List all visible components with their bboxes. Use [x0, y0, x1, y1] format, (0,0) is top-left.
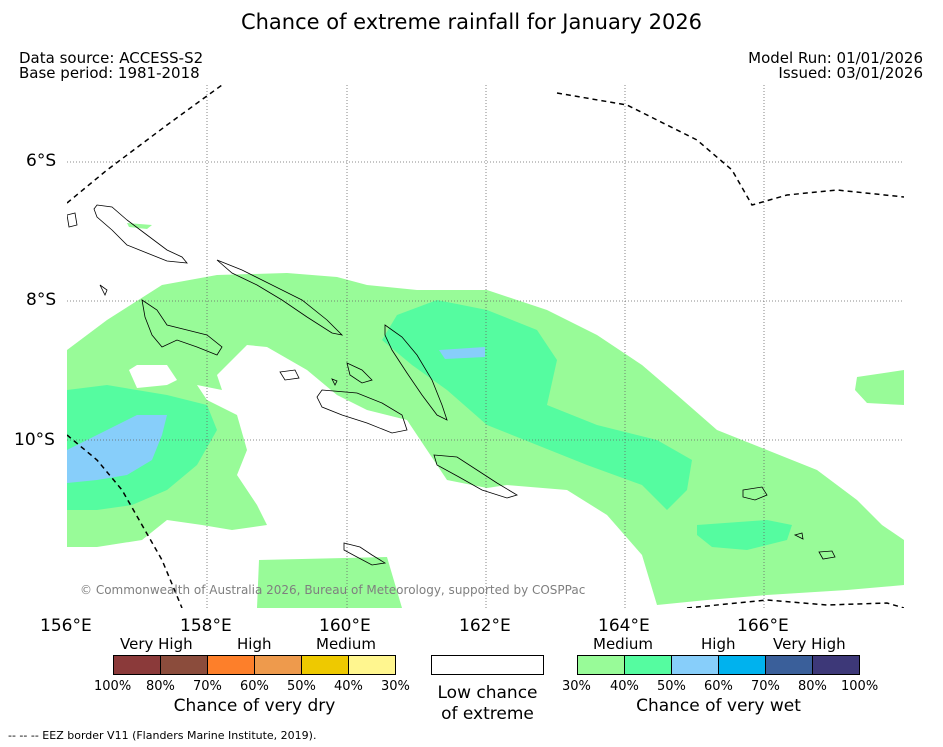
low-chance-swatch	[431, 655, 544, 675]
low-chance-title-line1: Low chance	[437, 683, 538, 703]
dry-level-medium: Medium	[316, 635, 376, 653]
eez-border-footnote: -- -- -- EEZ border V11 (Flanders Marine…	[8, 729, 317, 742]
lat-label-6s: 6°S	[26, 151, 57, 171]
lon-label-158e: 158°E	[180, 616, 232, 636]
medium-wet-main-band	[67, 273, 904, 605]
dry-tick-70: 70%	[193, 679, 222, 694]
eez-border-se	[686, 599, 904, 608]
issued-label: Issued: 03/01/2026	[778, 64, 923, 82]
low-chance-holes	[129, 365, 177, 388]
dry-tick-30: 30%	[381, 679, 410, 694]
island-small-5	[793, 532, 804, 540]
dry-tick-80: 80%	[146, 679, 175, 694]
wet-tick-80: 80%	[798, 679, 827, 694]
wet-legend-title: Chance of very wet	[636, 696, 801, 716]
high-wet-central	[439, 347, 485, 359]
dry-level-high: High	[237, 635, 272, 653]
wet-level-medium: Medium	[593, 635, 653, 653]
low-chance-hole-1	[129, 365, 177, 388]
dry-legend-title: Chance of very dry	[173, 696, 336, 716]
copyright-text: © Commonwealth of Australia 2026, Bureau…	[80, 583, 585, 597]
base-period-label: Base period: 1981-2018	[19, 64, 200, 82]
wet-tick-40: 40%	[610, 679, 639, 694]
wet-level-high: High	[701, 635, 736, 653]
island-small-6	[67, 212, 78, 228]
island-small-3	[346, 362, 373, 384]
wet-swatch-70-80	[765, 655, 813, 675]
wet-swatch-60-70	[718, 655, 766, 675]
wet-tick-60: 60%	[704, 679, 733, 694]
rainfall-map: © Commonwealth of Australia 2026, Bureau…	[67, 85, 904, 608]
island-small-1	[279, 369, 300, 381]
map-canvas: © Commonwealth of Australia 2026, Bureau…	[67, 85, 904, 608]
data-source-label: Data source: ACCESS-S2	[19, 49, 204, 67]
lat-label-10s: 10°S	[14, 430, 55, 450]
wet-tick-100: 100%	[841, 679, 879, 694]
lon-label-162e: 162°E	[459, 616, 511, 636]
island-small-4	[99, 284, 108, 296]
dry-swatch-60-70	[207, 655, 255, 675]
island-malaita	[384, 324, 448, 421]
island-guadalcanal	[316, 389, 408, 434]
wet-swatch-80-100	[812, 655, 860, 675]
island-new-georgia	[141, 299, 223, 356]
wet-tick-70: 70%	[751, 679, 780, 694]
lon-label-164e: 164°E	[598, 616, 650, 636]
eez-border-nw	[67, 85, 223, 204]
eez-border-ne	[556, 92, 904, 206]
wet-40-50-southeast	[697, 520, 792, 550]
lat-label-8s: 8°S	[26, 290, 57, 310]
high-wet-west	[67, 415, 167, 483]
island-small-2	[331, 378, 338, 386]
model-run-label: Model Run: 01/01/2026	[748, 49, 923, 67]
island-santa-cruz-2	[818, 550, 836, 560]
dry-swatch-70-80	[160, 655, 208, 675]
wet-swatch-30-40	[577, 655, 625, 675]
wet-tick-30: 30%	[562, 679, 591, 694]
wet-tick-50: 50%	[657, 679, 686, 694]
lon-label-160e: 160°E	[319, 616, 371, 636]
dry-tick-100: 100%	[94, 679, 132, 694]
island-makira	[433, 454, 518, 499]
island-santa-isabel	[216, 259, 344, 336]
dry-swatch-80-100	[113, 655, 161, 675]
dry-tick-40: 40%	[334, 679, 363, 694]
island-santa-cruz-1	[742, 486, 768, 501]
wet-swatch-40-50	[624, 655, 672, 675]
medium-wet-east-patch	[855, 370, 904, 405]
wet-level-very-high: Very High	[773, 635, 846, 653]
dry-swatch-40-50	[301, 655, 349, 675]
island-choiseul-bougainville	[93, 204, 188, 264]
dry-tick-50: 50%	[287, 679, 316, 694]
dry-swatch-50-60	[254, 655, 302, 675]
eez-borders	[67, 85, 904, 608]
map-title: Chance of extreme rainfall for January 2…	[240, 10, 703, 34]
lon-label-166e: 166°E	[737, 616, 789, 636]
graticule	[67, 85, 904, 608]
wet-swatch-50-60	[671, 655, 719, 675]
island-rennell	[343, 542, 387, 566]
medium-wet-north-sliver	[127, 223, 152, 229]
medium-wet-areas	[67, 223, 904, 608]
high-wet-areas	[67, 347, 485, 483]
dry-tick-60: 60%	[240, 679, 269, 694]
low-chance-title-line2: of extreme	[441, 704, 534, 724]
dry-level-very-high: Very High	[120, 635, 193, 653]
dry-swatch-30-40	[348, 655, 396, 675]
medium-wet-south-patch	[257, 557, 402, 608]
land-outlines	[67, 204, 836, 566]
lon-label-156e: 156°E	[40, 616, 92, 636]
